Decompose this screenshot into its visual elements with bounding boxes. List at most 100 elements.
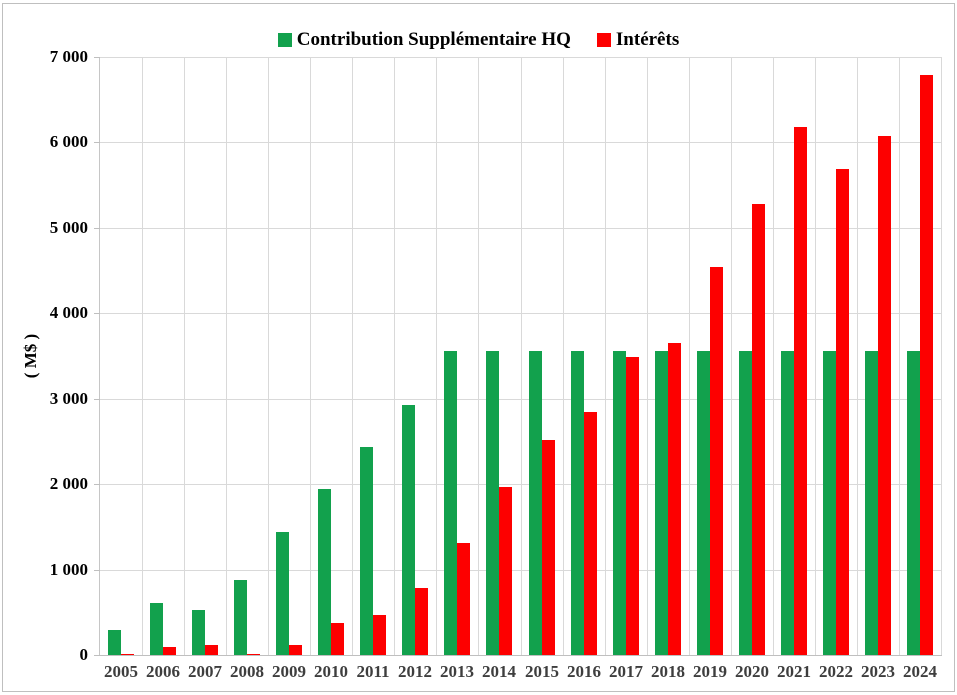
y-tick-5000 [94, 228, 100, 229]
y-tick-6000 [94, 142, 100, 143]
bar-interets-2013 [457, 543, 470, 655]
y-tick-0 [94, 655, 100, 656]
bar-interets-2018 [668, 343, 681, 655]
bar-interets-2019 [710, 267, 723, 655]
bar-contribution-2005 [108, 630, 121, 655]
y-axis-title: ( M$ ) [21, 333, 40, 379]
x-tick-label-2018: 2018 [651, 662, 685, 681]
bar-contribution-2024 [907, 351, 920, 655]
x-tick-label-2021: 2021 [777, 662, 811, 681]
bar-interets-2009 [289, 645, 302, 655]
v-gridline-20 [941, 57, 942, 655]
y-tick-label-5000: 5 000 [49, 218, 88, 237]
h-gridline-7000 [100, 57, 941, 58]
v-gridline-18 [857, 57, 858, 655]
legend-label-contribution: Contribution Supplémentaire HQ [296, 29, 571, 50]
y-tick-4000 [94, 313, 100, 314]
bar-interets-2023 [878, 136, 891, 655]
x-tick-label-2013: 2013 [440, 662, 474, 681]
bar-interets-2012 [415, 588, 428, 655]
x-tick-label-2016: 2016 [567, 662, 601, 681]
bar-contribution-2012 [402, 405, 415, 655]
y-tick-3000 [94, 399, 100, 400]
x-tick-label-2007: 2007 [188, 662, 222, 681]
y-tick-label-2000: 2 000 [49, 474, 88, 493]
bar-contribution-2016 [571, 351, 584, 655]
legend-swatch-red-icon [596, 33, 611, 47]
legend-swatch-green-icon [277, 33, 292, 47]
v-gridline-14 [689, 57, 690, 655]
v-gridline-15 [731, 57, 732, 655]
bar-interets-2021 [794, 127, 807, 655]
bar-interets-2020 [752, 204, 765, 655]
bar-interets-2015 [542, 440, 555, 655]
chart-legend: Contribution Supplémentaire HQ Intérêts [0, 29, 957, 51]
bar-interets-2014 [499, 487, 512, 655]
y-tick-label-1000: 1 000 [49, 560, 88, 579]
bar-interets-2008 [247, 654, 260, 655]
v-gridline-8 [436, 57, 437, 655]
bar-interets-2024 [920, 75, 933, 655]
bar-interets-2016 [584, 412, 597, 655]
bar-contribution-2020 [739, 351, 752, 655]
x-tick-label-2005: 2005 [104, 662, 138, 681]
x-tick-label-2023: 2023 [861, 662, 895, 681]
x-tick-label-2019: 2019 [693, 662, 727, 681]
bar-contribution-2009 [276, 532, 289, 655]
bar-contribution-2010 [318, 489, 331, 655]
x-tick-label-2020: 2020 [735, 662, 769, 681]
y-tick-label-0: 0 [79, 645, 89, 664]
bar-interets-2006 [163, 647, 176, 655]
bar-contribution-2021 [781, 351, 794, 655]
bar-contribution-2015 [529, 351, 542, 655]
h-gridline-4000 [100, 313, 941, 314]
h-gridline-3000 [100, 399, 941, 400]
bar-contribution-2017 [613, 351, 626, 655]
y-tick-label-3000: 3 000 [49, 389, 88, 408]
x-tick-label-2017: 2017 [609, 662, 643, 681]
x-tick-label-2009: 2009 [272, 662, 306, 681]
y-tick-label-7000: 7 000 [49, 47, 88, 66]
y-tick-2000 [94, 484, 100, 485]
h-gridline-2000 [100, 484, 941, 485]
v-gridline-17 [815, 57, 816, 655]
v-gridline-9 [478, 57, 479, 655]
bar-interets-2011 [373, 615, 386, 655]
legend-item-interets: Intérêts [596, 29, 680, 51]
bar-contribution-2013 [444, 351, 457, 655]
h-gridline-1000 [100, 570, 941, 571]
bar-interets-2022 [836, 169, 849, 655]
bar-contribution-2014 [486, 351, 499, 655]
bar-contribution-2023 [865, 351, 878, 655]
x-tick-label-2014: 2014 [482, 662, 516, 681]
x-tick-label-2022: 2022 [819, 662, 853, 681]
v-gridline-5 [310, 57, 311, 655]
x-tick-label-2024: 2024 [903, 662, 937, 681]
v-gridline-2 [184, 57, 185, 655]
x-tick-label-2006: 2006 [146, 662, 180, 681]
h-gridline-5000 [100, 228, 941, 229]
bar-contribution-2019 [697, 351, 710, 655]
h-gridline-6000 [100, 142, 941, 143]
legend-label-interets: Intérêts [615, 29, 680, 50]
bar-interets-2010 [331, 623, 344, 655]
v-gridline-12 [605, 57, 606, 655]
v-gridline-3 [226, 57, 227, 655]
v-gridline-7 [394, 57, 395, 655]
v-gridline-16 [773, 57, 774, 655]
x-tick-label-2015: 2015 [525, 662, 559, 681]
bar-contribution-2006 [150, 603, 163, 655]
bar-contribution-2011 [360, 447, 373, 655]
bar-interets-2007 [205, 645, 218, 655]
bar-interets-2005 [121, 654, 134, 655]
plot-area [99, 57, 942, 656]
y-tick-1000 [94, 570, 100, 571]
y-axis-line [99, 57, 100, 655]
v-gridline-6 [352, 57, 353, 655]
v-gridline-11 [563, 57, 564, 655]
bar-contribution-2008 [234, 580, 247, 655]
y-tick-label-4000: 4 000 [49, 303, 88, 322]
v-gridline-1 [142, 57, 143, 655]
x-tick-label-2011: 2011 [356, 662, 390, 681]
